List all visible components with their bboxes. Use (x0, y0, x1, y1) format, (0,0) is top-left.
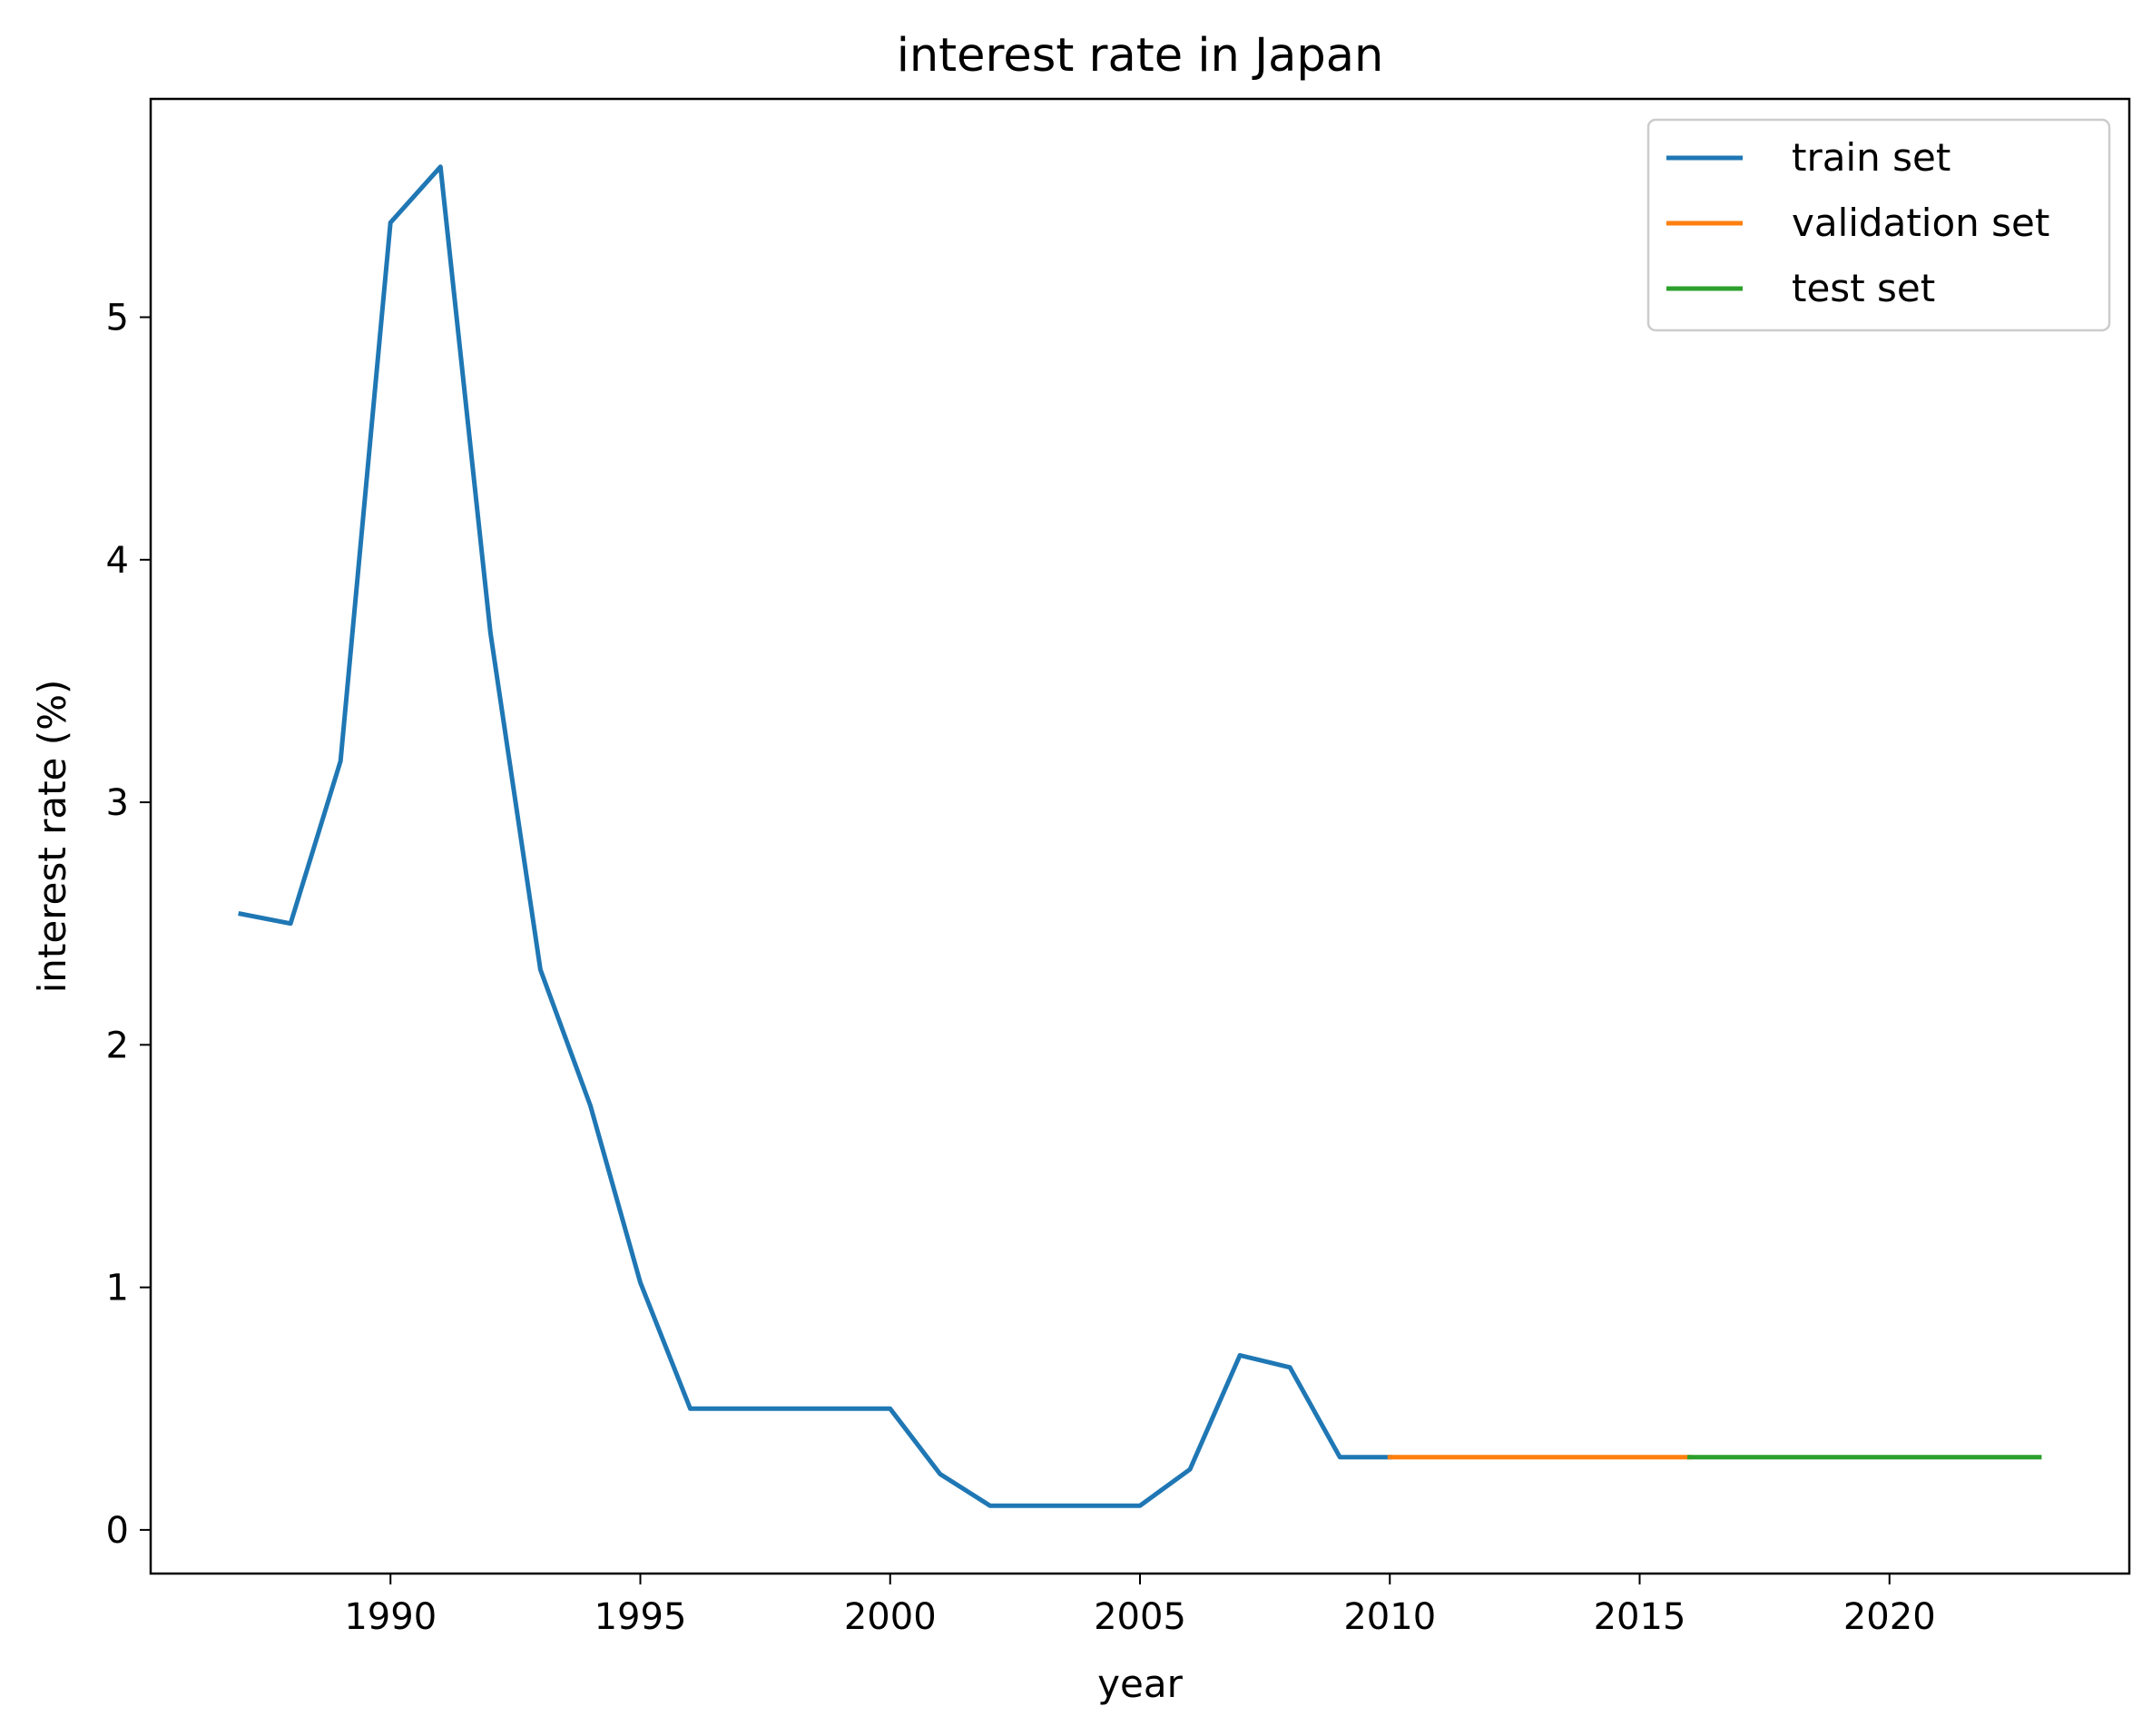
y-tick-label: 1 (106, 1268, 129, 1309)
legend: train set validation set test set (1646, 118, 2111, 332)
y-tick-label: 3 (106, 782, 129, 824)
x-tick-label: 2010 (1343, 1596, 1436, 1638)
x-tick-label: 2015 (1594, 1596, 1686, 1638)
x-tick-label: 1990 (344, 1596, 437, 1638)
legend-label-test-set: test set (1792, 266, 1935, 310)
x-axis: 1990 1995 2000 2005 2010 2015 2020 (344, 1574, 1936, 1638)
legend-label-train-set: train set (1792, 135, 1951, 180)
x-tick-label: 2020 (1843, 1596, 1936, 1638)
y-tick-label: 5 (106, 298, 129, 339)
x-axis-label: year (1097, 1662, 1183, 1706)
y-tick-label: 2 (106, 1025, 129, 1066)
x-tick-label: 2005 (1094, 1596, 1186, 1638)
chart-title: interest rate in Japan (897, 29, 1384, 83)
y-axis-label: interest rate (%) (30, 680, 74, 994)
y-axis: 0 1 2 3 4 5 (106, 298, 151, 1552)
x-tick-label: 1995 (595, 1596, 687, 1638)
y-tick-label: 0 (106, 1510, 129, 1552)
y-tick-label: 4 (106, 540, 129, 582)
legend-box (1646, 118, 2111, 332)
legend-label-validation-set: validation set (1792, 201, 2049, 245)
x-tick-label: 2000 (844, 1596, 937, 1638)
series-layer (238, 164, 2042, 1508)
series-line-train-set (238, 164, 1392, 1508)
